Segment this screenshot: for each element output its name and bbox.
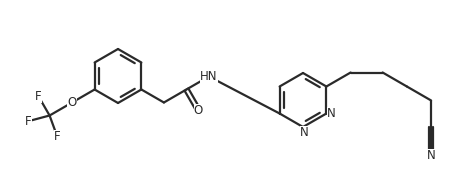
- Text: HN: HN: [200, 70, 218, 83]
- Text: F: F: [35, 90, 42, 103]
- Text: O: O: [67, 96, 77, 109]
- Text: F: F: [25, 115, 32, 128]
- Text: N: N: [327, 107, 336, 120]
- Text: O: O: [194, 104, 203, 117]
- Text: N: N: [427, 149, 436, 162]
- Text: F: F: [54, 130, 60, 143]
- Text: N: N: [299, 126, 308, 138]
